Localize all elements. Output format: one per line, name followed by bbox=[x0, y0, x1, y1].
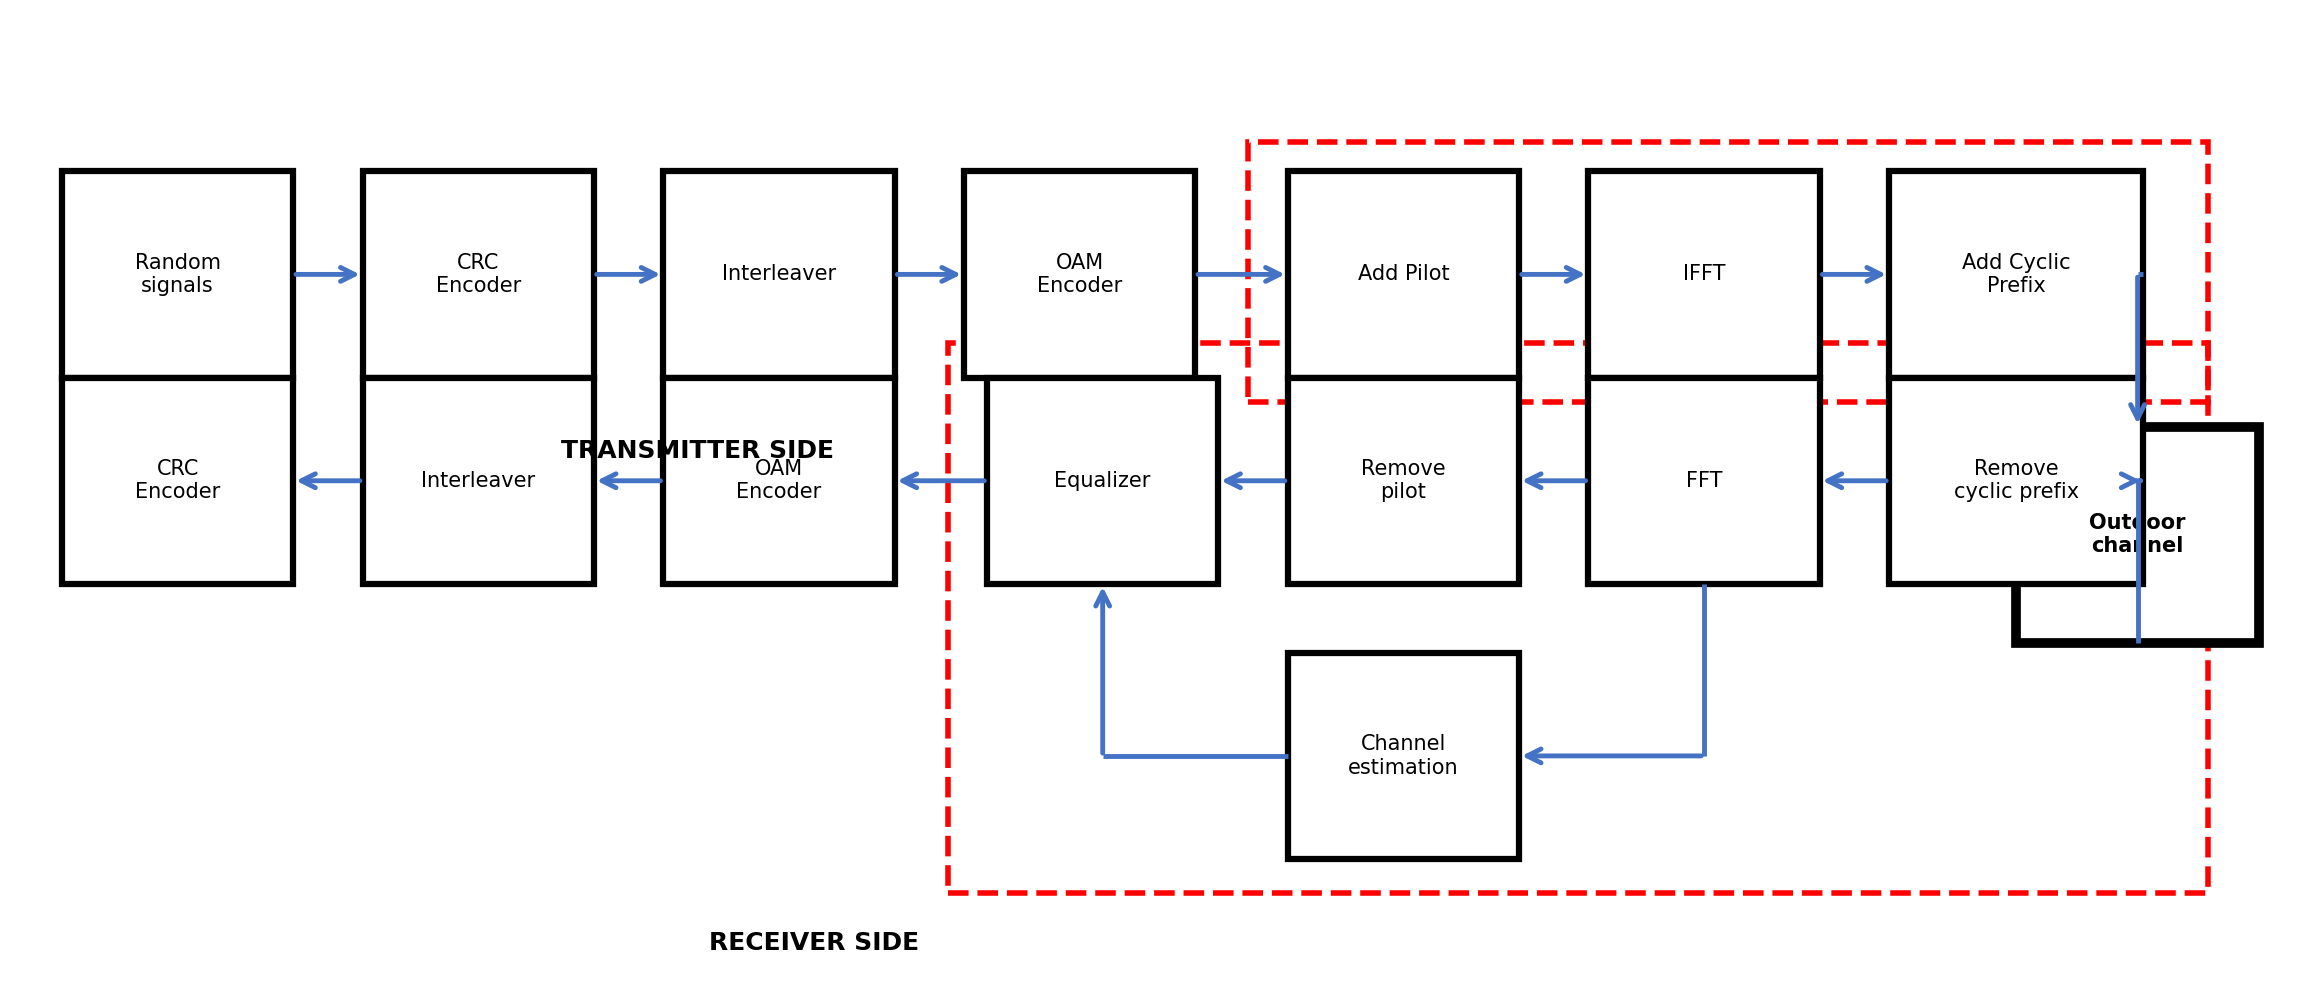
FancyBboxPatch shape bbox=[1588, 378, 1820, 584]
FancyBboxPatch shape bbox=[1288, 653, 1518, 859]
FancyBboxPatch shape bbox=[986, 378, 1219, 584]
FancyBboxPatch shape bbox=[664, 171, 894, 378]
FancyBboxPatch shape bbox=[63, 171, 292, 378]
FancyBboxPatch shape bbox=[362, 378, 594, 584]
Text: OAM
Encoder: OAM Encoder bbox=[1037, 253, 1121, 296]
Text: Add Cyclic
Prefix: Add Cyclic Prefix bbox=[1961, 253, 2070, 296]
Text: Remove
cyclic prefix: Remove cyclic prefix bbox=[1954, 459, 2080, 502]
FancyBboxPatch shape bbox=[1288, 171, 1518, 378]
FancyBboxPatch shape bbox=[664, 378, 894, 584]
Text: TRANSMITTER SIDE: TRANSMITTER SIDE bbox=[562, 439, 836, 463]
Text: Random
signals: Random signals bbox=[135, 253, 220, 296]
Text: Equalizer: Equalizer bbox=[1054, 471, 1151, 491]
FancyBboxPatch shape bbox=[1588, 171, 1820, 378]
Text: Add Pilot: Add Pilot bbox=[1358, 265, 1448, 284]
FancyBboxPatch shape bbox=[1889, 171, 2142, 378]
Text: CRC
Encoder: CRC Encoder bbox=[135, 459, 220, 502]
Text: Interleaver: Interleaver bbox=[420, 471, 536, 491]
Bar bbox=[1249, 142, 2207, 402]
Bar bbox=[947, 343, 2207, 894]
FancyBboxPatch shape bbox=[2017, 427, 2258, 643]
FancyBboxPatch shape bbox=[1889, 378, 2142, 584]
Text: OAM
Encoder: OAM Encoder bbox=[736, 459, 822, 502]
FancyBboxPatch shape bbox=[362, 171, 594, 378]
FancyBboxPatch shape bbox=[1288, 378, 1518, 584]
Text: IFFT: IFFT bbox=[1683, 265, 1725, 284]
FancyBboxPatch shape bbox=[63, 378, 292, 584]
Text: Remove
pilot: Remove pilot bbox=[1360, 459, 1446, 502]
FancyBboxPatch shape bbox=[963, 171, 1195, 378]
Text: RECEIVER SIDE: RECEIVER SIDE bbox=[708, 931, 919, 954]
Text: FFT: FFT bbox=[1685, 471, 1722, 491]
Text: Outdoor
channel: Outdoor channel bbox=[2089, 513, 2186, 556]
Text: Channel
estimation: Channel estimation bbox=[1349, 734, 1458, 778]
Text: Interleaver: Interleaver bbox=[722, 265, 836, 284]
Text: CRC
Encoder: CRC Encoder bbox=[436, 253, 520, 296]
